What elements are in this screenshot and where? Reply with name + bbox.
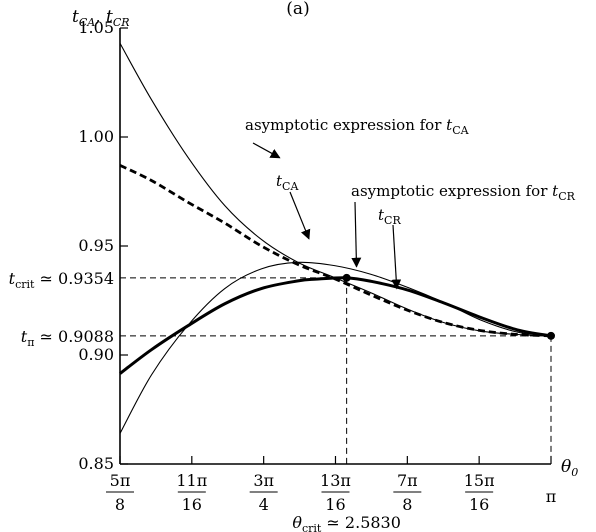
x-label-sub: 0 <box>571 466 578 479</box>
y-label-sub1: CA <box>79 16 95 29</box>
series-tCR <box>119 276 552 375</box>
x-tick-den-2: 4 <box>259 495 269 514</box>
y-tick-label-3: 1.00 <box>78 127 114 146</box>
annotations-group: asymptotic expression for tCA tCA asymptot… <box>245 116 576 290</box>
x-tick-label-6: π <box>546 487 557 506</box>
x-tick-den-3: 16 <box>325 495 345 514</box>
series-asymptotic-tCR <box>119 261 552 434</box>
y-tick-label-1: 0.90 <box>78 345 114 364</box>
x-tick-num-3: 13π <box>320 471 351 490</box>
marker-point-0 <box>342 273 351 282</box>
y-label-sub2: CR <box>113 16 130 29</box>
anno-tcr-arrow <box>391 224 402 290</box>
y-tick-label-2: 0.95 <box>78 236 114 255</box>
y-label-sep: , <box>95 7 106 27</box>
anno-asym-ca-label: asymptotic expression for tCA <box>245 116 470 137</box>
x-tick-num-0: 5π <box>110 471 131 490</box>
x-axis-label: θ0 <box>561 457 578 479</box>
svg-text:θ0: θ0 <box>561 457 578 479</box>
svg-text:tCA, tCR: tCA, tCR <box>72 7 130 29</box>
anno-asym-ca-arrow <box>252 142 281 159</box>
x-tick-num-5: 15π <box>464 471 495 490</box>
y-label-t2: t <box>106 7 113 27</box>
anno-asym-cr-label: asymptotic expression for tCR <box>351 182 576 203</box>
x-ticks: 5π 8 11π 16 3π 4 13π 16 7π 8 15π 16 π <box>106 456 556 514</box>
t-crit-label: tcrit ≃ 0.9354 <box>9 269 114 291</box>
points-group <box>342 273 555 340</box>
y-ticks: 0.85 0.90 0.95 1.00 1.05 <box>78 18 128 473</box>
page-title: (a) <box>286 0 309 19</box>
x-label-theta: θ <box>561 457 571 477</box>
x-tick-den-5: 16 <box>469 495 489 514</box>
x-tick-num-4: 7π <box>397 471 418 490</box>
anno-tca-label: tCA <box>276 172 299 193</box>
x-tick-num-2: 3π <box>253 471 274 490</box>
y-tick-label-0: 0.85 <box>78 454 114 473</box>
t-pi-label: tπ ≃ 0.9088 <box>21 327 114 349</box>
series-group <box>119 42 552 434</box>
marker-point-1 <box>547 331 555 340</box>
anno-asym-cr-arrow <box>351 201 362 268</box>
anno-tcr-label: tCR <box>378 206 401 227</box>
theta-crit-label: θcrit ≃ 2.5830 <box>292 513 401 532</box>
x-tick-den-1: 16 <box>182 495 202 514</box>
y-axis-label: tCA, tCR <box>72 7 130 29</box>
y-label-t1: t <box>72 7 79 27</box>
x-tick-num-1: 11π <box>176 471 207 490</box>
y-tick-label-4: 1.05 <box>78 18 114 37</box>
x-tick-den-4: 8 <box>402 495 412 514</box>
reference-lines: tcrit ≃ 0.9354 tπ ≃ 0.9088 θcrit ≃ 2.5830 <box>9 269 552 532</box>
x-tick-den-0: 8 <box>115 495 125 514</box>
plot-area <box>119 28 551 465</box>
anno-tca-arrow <box>289 191 311 240</box>
